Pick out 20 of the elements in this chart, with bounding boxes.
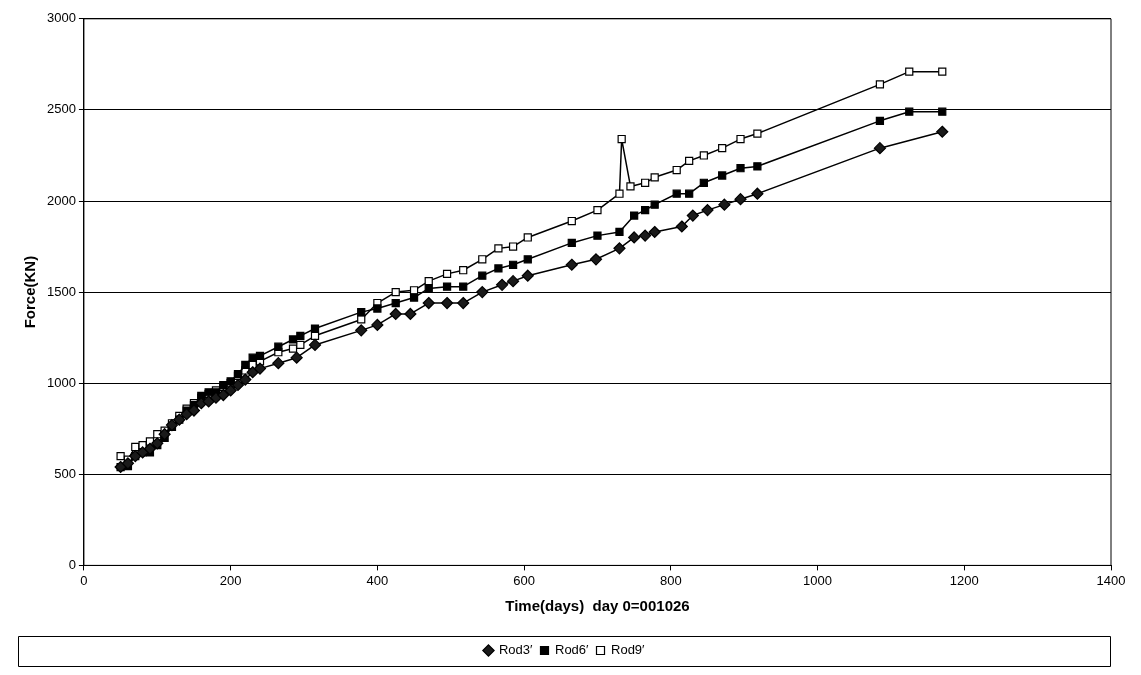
x-tick-label: 1200 [949,572,979,588]
legend-label: Rod9′ [611,642,646,658]
x-tick-label: 1400 [1096,572,1126,588]
y-tick-label: 3000 [47,10,76,26]
x-tick-label: 600 [513,572,535,588]
legend-label: Rod3′ [498,642,534,658]
x-tick-label: 400 [366,572,389,588]
y-tick-label: 1000 [47,374,76,390]
y-tick-label: 500 [54,465,76,481]
y-tick-label: 0 [68,556,76,572]
y-tick-label: 2500 [47,101,76,117]
y-tick-label: 1500 [47,283,76,299]
x-tick-label: 800 [659,572,682,588]
x-tick-label: 1000 [803,572,833,588]
y-tick-label: 2000 [47,192,76,208]
legend-label: Rod6′ [554,642,590,658]
x-tick-label: 200 [219,572,242,588]
x-tick-label: 0 [80,572,88,588]
x-axis-title: Time(days) day 0=001026 [505,597,690,615]
y-axis-title: Force(KN) [21,255,39,329]
